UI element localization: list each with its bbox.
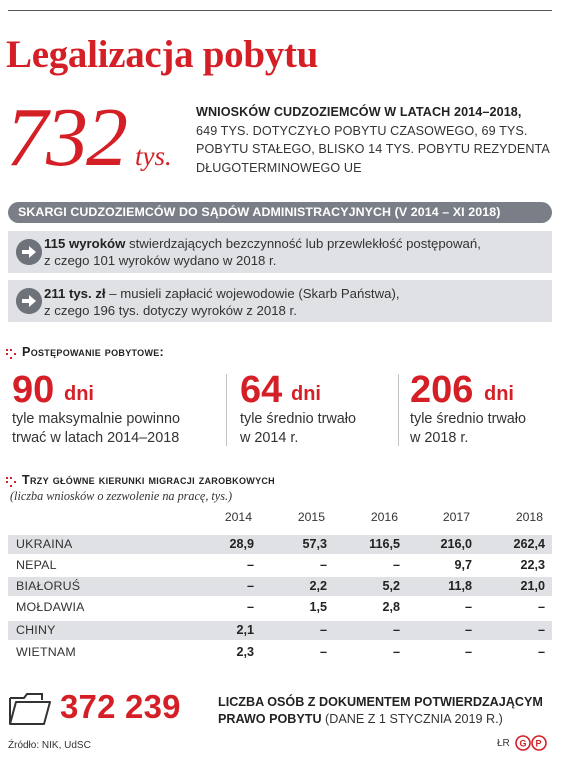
total-description: Liczba osób z dokumentem potwierdzającym…: [218, 694, 558, 728]
year-header: 2014: [224, 510, 252, 524]
table-cell: –: [537, 600, 545, 614]
year-header: 2017: [442, 510, 470, 524]
duration-line1: tyle średnio trwało: [410, 411, 526, 427]
headline-lead: wniosków cudzoziemców w latach 2014–2018…: [196, 105, 522, 119]
country-name: CHINY: [16, 623, 56, 637]
table-cell: –: [319, 623, 327, 637]
complaint-line1: – musieli zapłacić wojewodowie (Skarb Pa…: [105, 286, 400, 301]
headline-rest: 649 tys. dotyczyło pobytu czasowego, 69 …: [196, 123, 550, 175]
table-row: CHINY 2,1 – – – –: [8, 621, 552, 640]
table-cell: 216,0: [440, 537, 472, 551]
table-cell: 57,3: [302, 537, 327, 551]
author-credit: ŁR: [497, 738, 510, 749]
source-note: Źródło: NIK, UdSC: [8, 740, 91, 751]
folder-icon: [9, 693, 51, 725]
table-cell: 22,3: [520, 558, 545, 572]
table-row: BIAŁORUŚ – 2,2 5,2 11,8 21,0: [8, 577, 552, 596]
table-cell: –: [392, 623, 400, 637]
year-header: 2018: [515, 510, 543, 524]
table-row: UKRAINA 28,9 57,3 116,5 216,0 262,4: [8, 535, 552, 554]
table-cell: –: [464, 600, 472, 614]
table-cell: 1,5: [309, 600, 327, 614]
headline-description: wniosków cudzoziemców w latach 2014–2018…: [196, 103, 558, 177]
table-cell: 21,0: [520, 579, 545, 593]
migration-heading: Trzy główne kierunki migracji zarobkowyc…: [22, 473, 275, 487]
country-name: MOŁDAWIA: [16, 600, 85, 614]
complaint-item-payment: 211 tys. zł – musieli zapłacić wojewodow…: [8, 280, 552, 322]
total-note: (dane z 1 stycznia 2019 r.): [321, 712, 503, 726]
table-row: WIETNAM 2,3 – – – –: [8, 643, 552, 662]
table-cell: 5,2: [382, 579, 400, 593]
table-cell: –: [392, 645, 400, 659]
total-bold: Liczba osób z dokumentem potwierdzającym…: [218, 695, 543, 726]
country-name: NEPAL: [16, 558, 57, 572]
complaint-bold: 115 wyroków: [44, 236, 126, 251]
complaints-heading: Skargi cudzoziemców do sądów administrac…: [8, 202, 552, 223]
headline-unit: tys.: [135, 141, 172, 171]
duration-line2: w 2018 r.: [410, 430, 469, 446]
country-name: BIAŁORUŚ: [16, 579, 81, 593]
table-row: MOŁDAWIA – 1,5 2,8 – –: [8, 598, 552, 617]
dots-bullet-icon: [6, 349, 16, 359]
table-cell: 9,7: [454, 558, 472, 572]
total-number: 372 239: [60, 688, 181, 725]
year-header: 2016: [370, 510, 398, 524]
table-cell: 262,4: [513, 537, 545, 551]
table-cell: –: [537, 645, 545, 659]
table-cell: –: [246, 600, 254, 614]
duration-description: tyle średnio trwało w 2014 r.: [240, 410, 356, 448]
table-cell: –: [319, 558, 327, 572]
duration-unit: dni: [64, 383, 94, 405]
complaint-text: 115 wyroków stwierdzających bezczynność …: [44, 235, 481, 269]
table-cell: –: [537, 623, 545, 637]
headline-number: 732: [6, 91, 128, 184]
table-cell: 28,9: [229, 537, 254, 551]
duration-line2: trwać w latach 2014–2018: [12, 430, 180, 446]
svg-text:P: P: [536, 739, 542, 749]
publisher-logo: G P: [515, 735, 547, 751]
arrow-right-icon: [16, 288, 42, 314]
duration-description: tyle średnio trwało w 2018 r.: [410, 410, 526, 448]
table-cell: –: [246, 558, 254, 572]
duration-value: 206: [410, 369, 474, 411]
table-cell: 2,3: [236, 645, 254, 659]
table-cell: –: [464, 645, 472, 659]
top-rule: [8, 10, 552, 11]
table-row: NEPAL – – – 9,7 22,3: [8, 556, 552, 575]
duration-value: 90: [12, 369, 55, 411]
duration-line1: tyle maksymalnie powinno: [12, 411, 180, 427]
duration-description: tyle maksymalnie powinno trwać w latach …: [12, 410, 180, 448]
svg-text:G: G: [520, 739, 527, 749]
table-cell: –: [319, 645, 327, 659]
table-cell: 2,8: [382, 600, 400, 614]
table-cell: –: [392, 558, 400, 572]
table-cell: 116,5: [369, 537, 400, 551]
complaint-line1: stwierdzających bezczynność lub przewlek…: [125, 236, 481, 251]
table-cell: 2,2: [309, 579, 327, 593]
duration-line1: tyle średnio trwało: [240, 411, 356, 427]
table-cell: 11,8: [448, 579, 472, 593]
complaint-line2: z czego 101 wyroków wydano w 2018 r.: [44, 253, 277, 268]
duration-unit: dni: [291, 383, 321, 405]
duration-value: 64: [240, 369, 283, 411]
column-divider: [226, 374, 227, 446]
column-divider: [398, 374, 399, 446]
country-name: UKRAINA: [16, 537, 73, 551]
migration-subheading: (liczba wniosków o zezwolenie na pracę, …: [10, 489, 233, 503]
duration-unit: dni: [484, 383, 514, 405]
procedure-heading: Postępowanie pobytowe:: [22, 345, 165, 359]
table-cell: –: [464, 623, 472, 637]
complaint-text: 211 tys. zł – musieli zapłacić wojewodow…: [44, 285, 400, 319]
dots-bullet-icon: [6, 477, 16, 487]
complaint-line2: z czego 196 tys. dotyczy wyroków z 2018 …: [44, 303, 297, 318]
table-cell: –: [246, 579, 254, 593]
year-header: 2015: [297, 510, 325, 524]
table-cell: 2,1: [236, 623, 254, 637]
page-title: Legalizacja pobytu: [6, 33, 319, 76]
country-name: WIETNAM: [16, 645, 76, 659]
complaint-bold: 211 tys. zł: [44, 286, 106, 301]
duration-line2: w 2014 r.: [240, 430, 299, 446]
complaint-item-judgments: 115 wyroków stwierdzających bezczynność …: [8, 231, 552, 273]
arrow-right-icon: [16, 239, 42, 265]
